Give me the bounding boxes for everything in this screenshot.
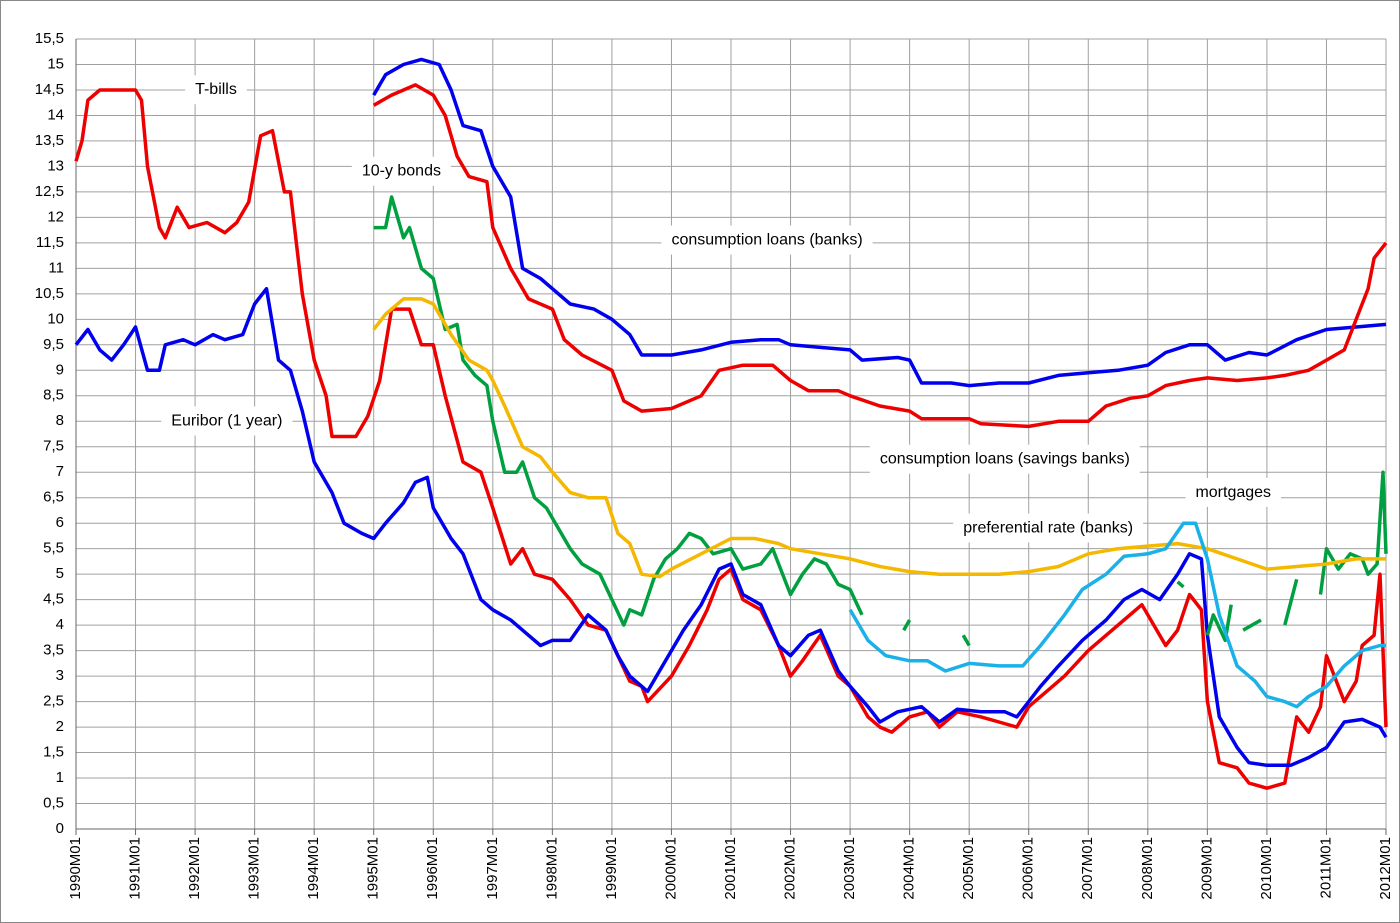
y-tick-label: 15 <box>47 55 64 72</box>
annotation-text: preferential rate (banks) <box>963 520 1133 537</box>
series-line <box>372 57 1387 388</box>
x-tick-label: 2012M01 <box>1377 837 1394 900</box>
x-tick-label: 2009M01 <box>1198 837 1215 900</box>
annotation-box <box>869 444 1140 474</box>
y-tick-label: 0,5 <box>43 794 64 811</box>
y-tick-label: 8 <box>56 412 64 429</box>
y-tick-label: 4,5 <box>43 591 64 608</box>
y-tick-label: 2,5 <box>43 693 64 710</box>
x-tick-label: 1995M01 <box>365 837 382 900</box>
series-line <box>1242 618 1262 632</box>
series-line <box>1205 604 1233 643</box>
x-tick-label: 2003M01 <box>841 837 858 900</box>
y-tick-label: 14 <box>47 106 64 123</box>
y-tick-label: 1 <box>56 769 64 786</box>
series-line <box>74 286 1388 768</box>
y-tick-label: 5,5 <box>43 540 64 557</box>
annotation-text: T-bills <box>195 81 237 98</box>
x-tick-label: 1991M01 <box>127 837 144 900</box>
x-tick-label: 2002M01 <box>782 837 799 900</box>
y-tick-label: 10 <box>47 310 64 327</box>
y-tick-label: 13 <box>47 157 64 174</box>
x-tick-label: 2007M01 <box>1079 837 1096 900</box>
annotation-text: 10-y bonds <box>362 163 441 180</box>
y-tick-label: 10,5 <box>35 285 64 302</box>
x-tick-label: 2010M01 <box>1258 837 1275 900</box>
series-line <box>1318 470 1388 595</box>
y-tick-label: 11,5 <box>36 234 64 251</box>
y-tick-label: 7,5 <box>43 438 64 455</box>
annotation-text: Euribor (1 year) <box>171 412 282 429</box>
annotation: consumption loans (savings banks) <box>869 444 1140 474</box>
x-tick-label: 2005M01 <box>960 837 977 900</box>
annotation-text: mortgages <box>1195 484 1271 501</box>
y-tick-label: 6 <box>56 514 64 531</box>
annotation-text: consumption loans (savings banks) <box>880 451 1130 468</box>
series-line <box>1283 578 1299 626</box>
annotation: T-bills <box>185 75 247 105</box>
y-tick-label: 12 <box>47 208 64 225</box>
annotation: Euribor (1 year) <box>161 406 293 436</box>
x-tick-label: 2011M01 <box>1317 837 1334 898</box>
y-tick-label: 1,5 <box>43 744 64 761</box>
y-tick-label: 5 <box>56 565 64 582</box>
annotation-box <box>953 513 1144 543</box>
x-tick-label: 1994M01 <box>305 837 322 900</box>
series-line <box>373 195 864 627</box>
y-tick-label: 3 <box>56 667 64 684</box>
series-line <box>372 83 1388 429</box>
annotation: preferential rate (banks) <box>953 513 1144 543</box>
y-tick-label: 4 <box>56 616 64 633</box>
y-tick-label: 12,5 <box>35 183 64 200</box>
series-line <box>961 634 971 647</box>
annotation: consumption loans (banks) <box>661 225 873 255</box>
annotation: 10-y bonds <box>351 156 451 186</box>
y-tick-label: 9 <box>56 361 64 378</box>
annotation-box <box>661 225 873 255</box>
series-line <box>1176 580 1185 589</box>
annotation-box <box>1185 477 1282 507</box>
series-line <box>74 88 1388 790</box>
x-tick-label: 2000M01 <box>662 837 679 900</box>
series-line <box>372 297 1386 579</box>
x-tick-label: 1992M01 <box>186 837 203 900</box>
y-tick-label: 11 <box>48 259 64 276</box>
y-tick-label: 14,5 <box>35 81 64 98</box>
x-tick-label: 1998M01 <box>543 837 560 900</box>
y-tick-label: 9,5 <box>43 336 64 353</box>
x-tick-label: 2001M01 <box>722 837 739 900</box>
annotation-box <box>185 75 247 105</box>
y-tick-label: 3,5 <box>43 642 64 659</box>
y-tick-label: 6,5 <box>43 489 64 506</box>
y-tick-label: 8,5 <box>43 387 64 404</box>
series-line <box>902 619 912 632</box>
annotation-text: consumption loans (banks) <box>671 232 862 249</box>
series-line <box>848 521 1386 709</box>
x-tick-label: 2008M01 <box>1139 837 1156 900</box>
x-tick-label: 1997M01 <box>484 837 501 900</box>
y-tick-label: 2 <box>56 718 64 735</box>
x-tick-label: 1990M01 <box>67 837 84 900</box>
x-tick-label: 1999M01 <box>603 837 620 900</box>
x-tick-label: 1993M01 <box>246 837 263 900</box>
y-tick-label: 7 <box>56 463 64 480</box>
x-tick-label: 2004M01 <box>901 837 918 900</box>
y-tick-label: 0 <box>56 820 64 837</box>
x-tick-label: 1996M01 <box>424 837 441 900</box>
x-tick-label: 2006M01 <box>1020 837 1037 900</box>
annotation: mortgages <box>1185 477 1282 507</box>
y-tick-label: 13,5 <box>35 132 64 149</box>
annotation-box <box>161 406 293 436</box>
annotation-box <box>351 156 451 186</box>
y-tick-label: 15,5 <box>35 30 64 47</box>
